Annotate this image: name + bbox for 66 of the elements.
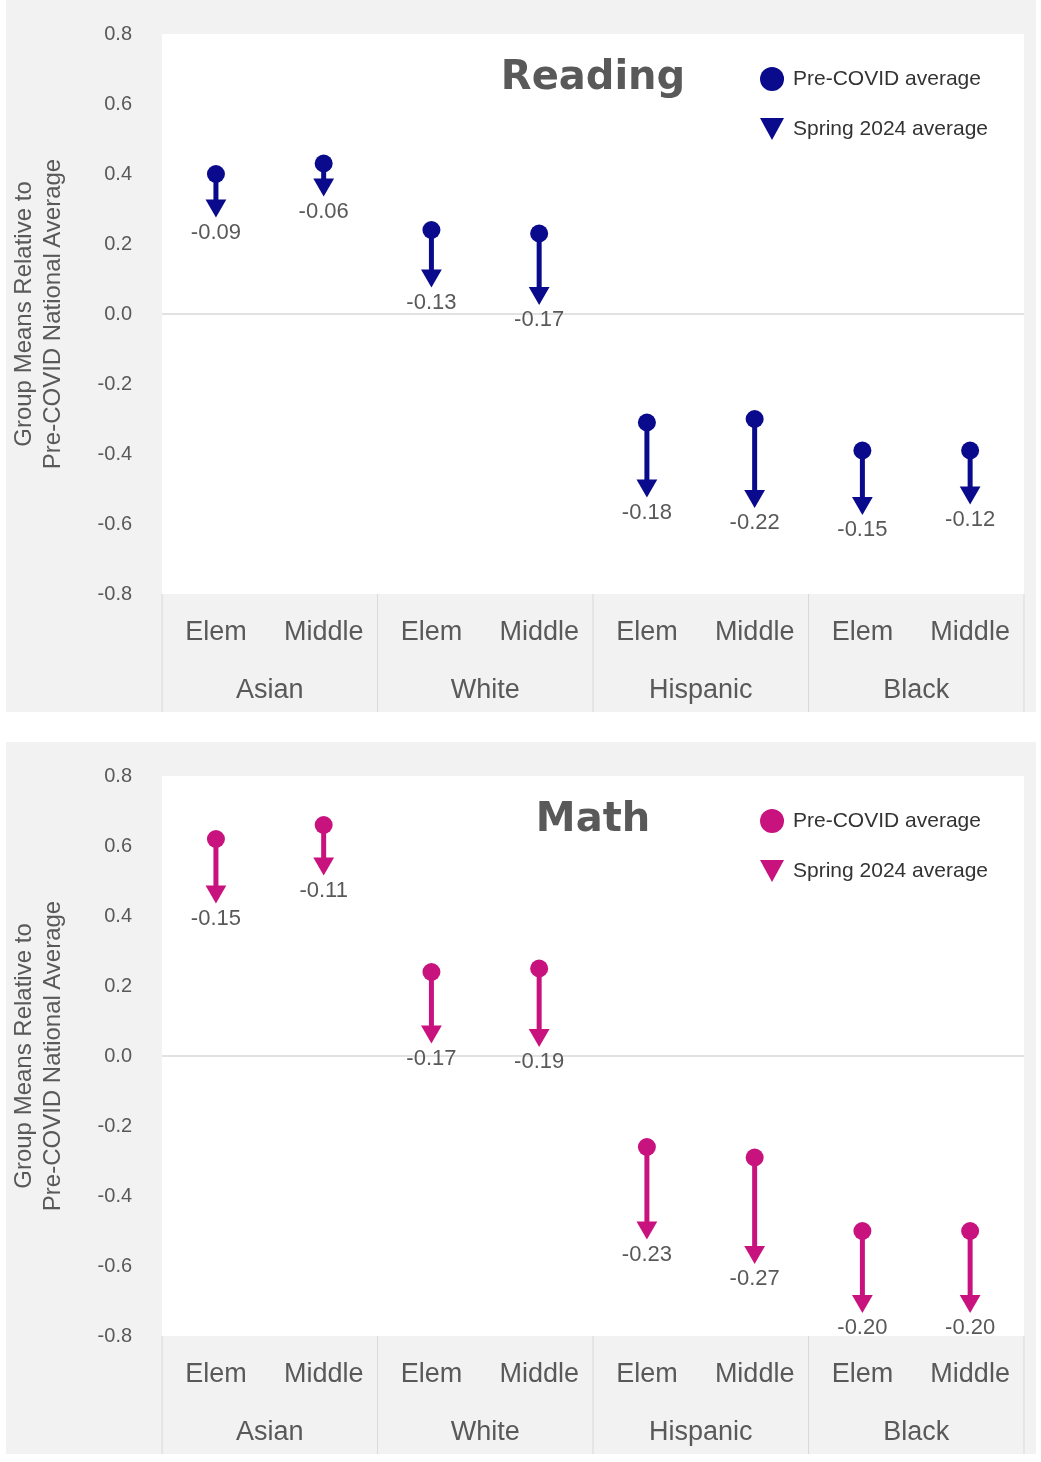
y-tick-label: 0.4 bbox=[104, 161, 133, 184]
x-tick-label: Elem bbox=[616, 1357, 678, 1388]
annotation: -0.09 bbox=[190, 218, 242, 244]
text: Math bbox=[535, 794, 651, 841]
y-tick-label: 0.2 bbox=[104, 231, 133, 254]
x-tick-label: Middle bbox=[283, 615, 364, 646]
text: Black bbox=[883, 674, 950, 705]
x-tick-label: Middle bbox=[930, 1357, 1010, 1388]
text: White bbox=[450, 674, 520, 705]
legend-label: Pre-COVID average bbox=[793, 65, 981, 89]
text: Asian bbox=[236, 674, 304, 705]
x-tick-label: Elem bbox=[616, 615, 678, 646]
text: Black bbox=[883, 1416, 950, 1447]
legend-label: Pre-COVID average bbox=[793, 807, 981, 831]
y-tick-label: -0.6 bbox=[97, 1253, 133, 1276]
y-tick-label: 0.0 bbox=[104, 1043, 133, 1066]
y-tick-label: -0.8 bbox=[97, 1323, 133, 1346]
annotation: -0.18 bbox=[621, 498, 672, 524]
y-tick-label: 0.8 bbox=[104, 763, 133, 786]
annotation: -0.15 bbox=[837, 516, 888, 542]
annotation: -0.19 bbox=[514, 1048, 565, 1074]
y-tick-label: 0.2 bbox=[104, 973, 133, 996]
annotation: -0.17 bbox=[406, 1044, 457, 1070]
x-tick-label: Elem bbox=[185, 1357, 247, 1388]
y-tick-label: -0.2 bbox=[97, 371, 133, 394]
y-tick-label: 0.6 bbox=[104, 833, 133, 856]
text: Hispanic bbox=[649, 674, 753, 705]
y-tick-label: -0.4 bbox=[97, 441, 133, 464]
annotation: -0.27 bbox=[729, 1265, 780, 1291]
x-tick-label: Elem bbox=[400, 1357, 463, 1388]
annotation: -0.20 bbox=[837, 1314, 888, 1340]
y-tick-label: 0.8 bbox=[104, 21, 133, 44]
x-tick-label: Elem bbox=[831, 1357, 894, 1388]
annotation: -0.20 bbox=[945, 1314, 996, 1340]
annotation: -0.06 bbox=[298, 197, 349, 223]
y-axis-title: Group Means Relative to Pre-COVID National Average bbox=[9, 158, 65, 470]
text: Asian bbox=[236, 1416, 304, 1447]
x-tick-label: Middle bbox=[499, 1357, 579, 1388]
x-tick-label: Middle bbox=[499, 615, 579, 646]
text: White bbox=[450, 1416, 520, 1447]
x-tick-label: Elem bbox=[831, 615, 894, 646]
legend-label: Spring 2024 average bbox=[793, 857, 989, 881]
y-tick-label: -0.6 bbox=[97, 511, 133, 534]
y-tick-label: 0.6 bbox=[104, 91, 133, 114]
y-tick-label: -0.4 bbox=[97, 1183, 133, 1206]
x-tick-label: Middle bbox=[283, 1357, 364, 1388]
annotation: -0.17 bbox=[514, 306, 565, 332]
legend-label: Spring 2024 average bbox=[793, 115, 989, 139]
x-tick-label: Middle bbox=[930, 615, 1010, 646]
annotation: -0.12 bbox=[945, 505, 996, 531]
x-tick-label: Elem bbox=[400, 615, 463, 646]
x-tick-label: Middle bbox=[714, 1357, 795, 1388]
y-axis-title: Group Means Relative to Pre-COVID National Average bbox=[9, 900, 65, 1212]
y-tick-label: -0.8 bbox=[97, 581, 133, 604]
annotation: -0.13 bbox=[406, 288, 457, 314]
y-tick-label: 0.0 bbox=[104, 301, 133, 324]
annotation: -0.23 bbox=[621, 1240, 672, 1266]
x-tick-label: Elem bbox=[185, 615, 247, 646]
y-tick-label: 0.4 bbox=[104, 903, 133, 926]
text: Reading bbox=[500, 52, 686, 99]
annotation: -0.22 bbox=[729, 509, 780, 535]
x-tick-label: Middle bbox=[714, 615, 795, 646]
y-tick-label: -0.2 bbox=[97, 1113, 133, 1136]
text: Hispanic bbox=[649, 1416, 753, 1447]
annotation: -0.15 bbox=[190, 904, 242, 930]
annotation: -0.11 bbox=[299, 876, 348, 902]
